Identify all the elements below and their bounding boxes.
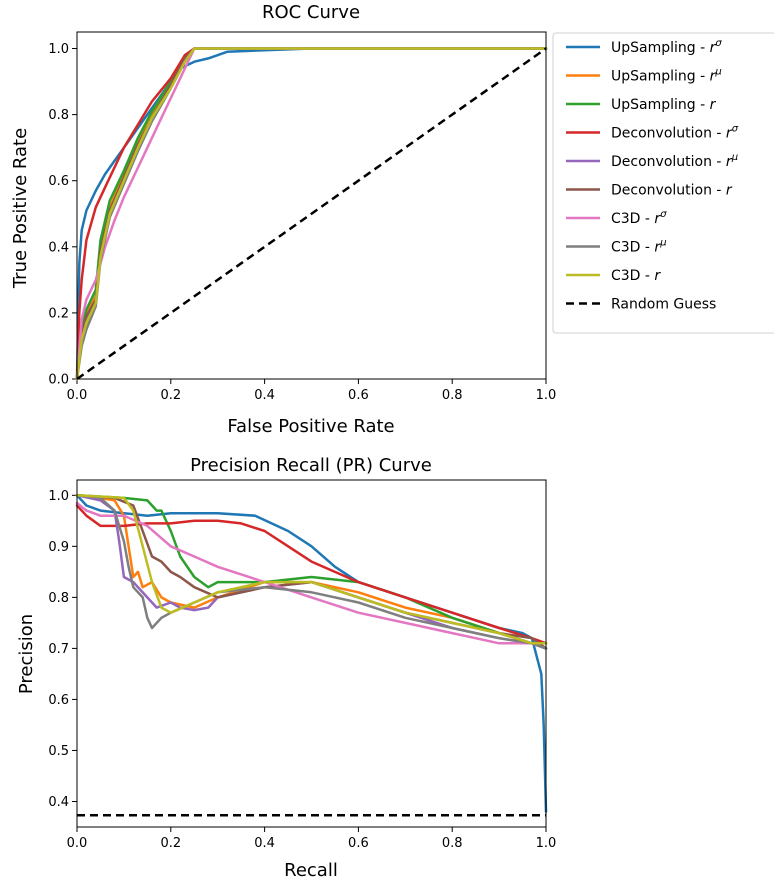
pr-y-tick-label: 1.0	[48, 489, 69, 504]
pr-y-tick-label: 0.9	[48, 540, 69, 555]
pr-line-c3d-r	[75, 501, 548, 650]
pr-x-tick-label: 0.8	[442, 836, 463, 851]
pr-y-tick-label: 0.4	[48, 795, 69, 810]
legend-label-upsampling-r: UpSampling - rμ	[611, 67, 722, 85]
roc-y-tick-label: 0.6	[48, 174, 69, 189]
pr-x-tick-label: 0.4	[254, 836, 275, 851]
legend-label-upsampling-r: UpSampling - r	[611, 97, 717, 113]
pr-y-tick-label: 0.8	[48, 591, 69, 606]
roc-x-tick-label: 0.4	[254, 388, 275, 403]
pr-plot-frame	[76, 479, 547, 828]
pr-x-tick-label: 0.6	[348, 836, 369, 851]
roc-x-tick-label: 0.2	[160, 388, 181, 403]
roc-y-tick-label: 1.0	[48, 42, 69, 57]
roc-y-tick-label: 0.2	[48, 306, 69, 321]
pr-chart: Precision Recall (PR) Curve Recall Preci…	[16, 455, 556, 881]
roc-y-tick-label: 0.0	[48, 373, 69, 388]
roc-chart-title: ROC Curve	[262, 2, 360, 23]
roc-line-upsampling-r	[75, 47, 548, 381]
pr-y-tick-label: 0.7	[48, 642, 69, 657]
roc-y-tick-label: 0.8	[48, 108, 69, 123]
pr-series-lines	[75, 494, 548, 817]
pr-y-tick-label: 0.5	[48, 744, 69, 759]
legend-items: UpSampling - rσ UpSampling - rμ UpSampling…	[566, 38, 739, 313]
pr-chart-title: Precision Recall (PR) Curve	[190, 455, 432, 476]
roc-chart: ROC Curve False Positive Rate True Posit…	[10, 2, 556, 437]
roc-ticks: 0.0 0.2 0.4 0.6 0.8 1.0 0.0 0.2 0.4 0.6 0.8 1.0	[48, 42, 556, 403]
pr-y-tick-label: 0.6	[48, 693, 69, 708]
pr-x-axis-label: Recall	[284, 860, 338, 881]
roc-series-lines	[75, 47, 548, 381]
legend-label-random-guess: Random Guess	[611, 297, 716, 313]
roc-line-c3d-r	[75, 47, 548, 381]
legend-label-deconvolution-r: Deconvolution - r	[611, 183, 733, 199]
legend-label-deconvolution-r: Deconvolution - rσ	[611, 124, 739, 142]
pr-x-tick-label: 0.2	[160, 836, 181, 851]
pr-line-deconvolution-r	[75, 494, 548, 650]
legend-label-c3d-r: C3D - r	[611, 268, 661, 284]
legend-box	[552, 32, 774, 334]
pr-x-tick-label: 1.0	[536, 836, 557, 851]
roc-y-tick-label: 0.4	[48, 240, 69, 255]
legend-label-deconvolution-r: Deconvolution - rμ	[611, 152, 738, 170]
legend-label-c3d-r: C3D - rσ	[611, 209, 667, 227]
roc-x-tick-label: 0.8	[442, 388, 463, 403]
roc-x-tick-label: 0.0	[67, 388, 88, 403]
roc-y-axis-label: True Positive Rate	[10, 128, 31, 289]
legend-label-c3d-r: C3D - rμ	[611, 238, 667, 256]
pr-line-upsampling-r	[75, 494, 548, 650]
pr-x-tick-label: 0.0	[67, 836, 88, 851]
roc-plot-frame	[76, 31, 547, 380]
roc-x-tick-label: 0.6	[348, 388, 369, 403]
pr-ticks: 0.0 0.2 0.4 0.6 0.8 1.0 0.4 0.5 0.6 0.7 0.8 0.9 1.0	[48, 489, 556, 851]
roc-line-random-guess	[76, 47, 547, 381]
roc-x-tick-label: 1.0	[536, 388, 557, 403]
pr-line-c3d-r	[75, 494, 548, 645]
pr-y-axis-label: Precision	[16, 614, 37, 694]
legend: UpSampling - rσ UpSampling - rμ UpSampling…	[552, 32, 774, 334]
legend-label-upsampling-r: UpSampling - rσ	[611, 38, 722, 56]
roc-x-axis-label: False Positive Rate	[227, 416, 394, 437]
